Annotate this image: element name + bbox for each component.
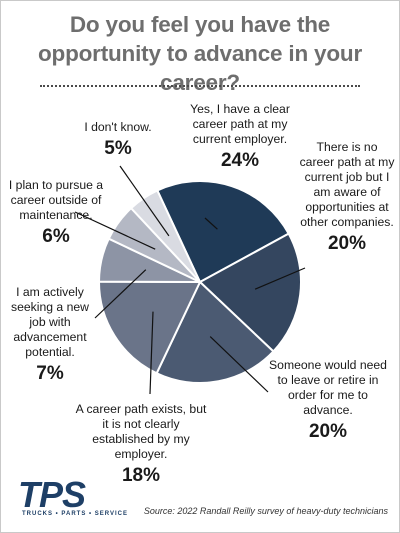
slice-someone-leave-retire-leader-line	[209, 336, 269, 393]
slice-no-path-other-companies	[198, 232, 302, 353]
slice-no-path-other-companies-leader-line	[254, 267, 306, 290]
logo-tagline: TRUCKS • PARTS • SERVICE	[22, 511, 128, 517]
dotted-divider	[40, 85, 360, 87]
slice-label-path-not-established: A career path exists, but it is not clea…	[75, 402, 207, 486]
slice-dont-know-leader-line	[119, 165, 170, 237]
slice-label-seeking-new-job: I am actively seeking a new job with adv…	[11, 285, 89, 384]
slice-label-yes-clear-path: Yes, I have a clear career path at my cu…	[190, 102, 290, 171]
slice-label-career-outside-maintenance: I plan to pursue a career outside of mai…	[8, 178, 104, 247]
slice-dont-know	[129, 189, 201, 283]
slice-yes-clear-path	[155, 180, 291, 284]
slice-seeking-new-job-leader-line	[94, 269, 147, 319]
tps-logo: TPS TRUCKS • PARTS • SERVICE	[18, 474, 127, 524]
slice-label-dont-know: I don't know. 5%	[84, 120, 152, 159]
slice-someone-leave-retire	[155, 280, 275, 384]
slice-label-someone-leave-retire: Someone would need to leave or retire in…	[269, 358, 387, 442]
slice-label-no-path-other-companies: There is no career path at my current jo…	[299, 140, 395, 254]
logo-wordmark: TPS	[18, 474, 86, 515]
slice-career-outside-maintenance-leader-line	[74, 211, 156, 250]
chart-title: Do you feel you have the opportunity to …	[37, 12, 363, 95]
source-note: Source: 2022 Randall Reilly survey of he…	[143, 506, 388, 516]
slice-path-not-established	[97, 280, 202, 375]
slice-path-not-established-leader-line	[149, 311, 154, 395]
slice-yes-clear-path-leader-line	[204, 217, 218, 230]
